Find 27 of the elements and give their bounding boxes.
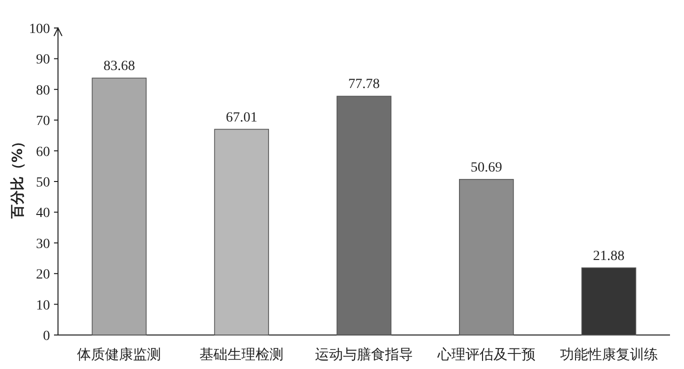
- y-tick-label: 60: [36, 144, 50, 160]
- bar: [459, 178, 514, 336]
- y-tick-label: 30: [36, 236, 50, 252]
- x-tick-label: 基础生理检测: [200, 347, 284, 363]
- y-axis-title: 百分比（%）: [10, 134, 26, 220]
- bar: [92, 78, 147, 336]
- y-tick-label: 90: [36, 52, 50, 68]
- bar: [214, 128, 269, 336]
- x-tick-label: 心理评估及干预: [436, 347, 536, 363]
- bar: [336, 96, 392, 336]
- data-label: 67.01: [226, 110, 258, 126]
- y-tick-label: 0: [43, 329, 50, 344]
- y-tick-label: 70: [36, 114, 50, 130]
- y-tick-label: 100: [29, 22, 50, 37]
- data-label: 50.69: [470, 160, 502, 176]
- y-tick-label: 10: [36, 298, 50, 314]
- y-tick-label: 40: [36, 206, 50, 222]
- x-tick-label: 体质健康监测: [77, 347, 162, 363]
- x-tick-label: 运动与膳食指导: [315, 347, 413, 363]
- y-tick-label: 80: [36, 83, 50, 98]
- data-label: 77.78: [348, 77, 380, 92]
- data-label: 83.68: [103, 59, 135, 74]
- x-tick-label: 功能性康复训练: [560, 347, 658, 363]
- bar: [581, 267, 636, 336]
- data-label: 21.88: [593, 248, 625, 264]
- y-tick-label: 20: [36, 268, 50, 283]
- y-tick-label: 50: [36, 176, 50, 190]
